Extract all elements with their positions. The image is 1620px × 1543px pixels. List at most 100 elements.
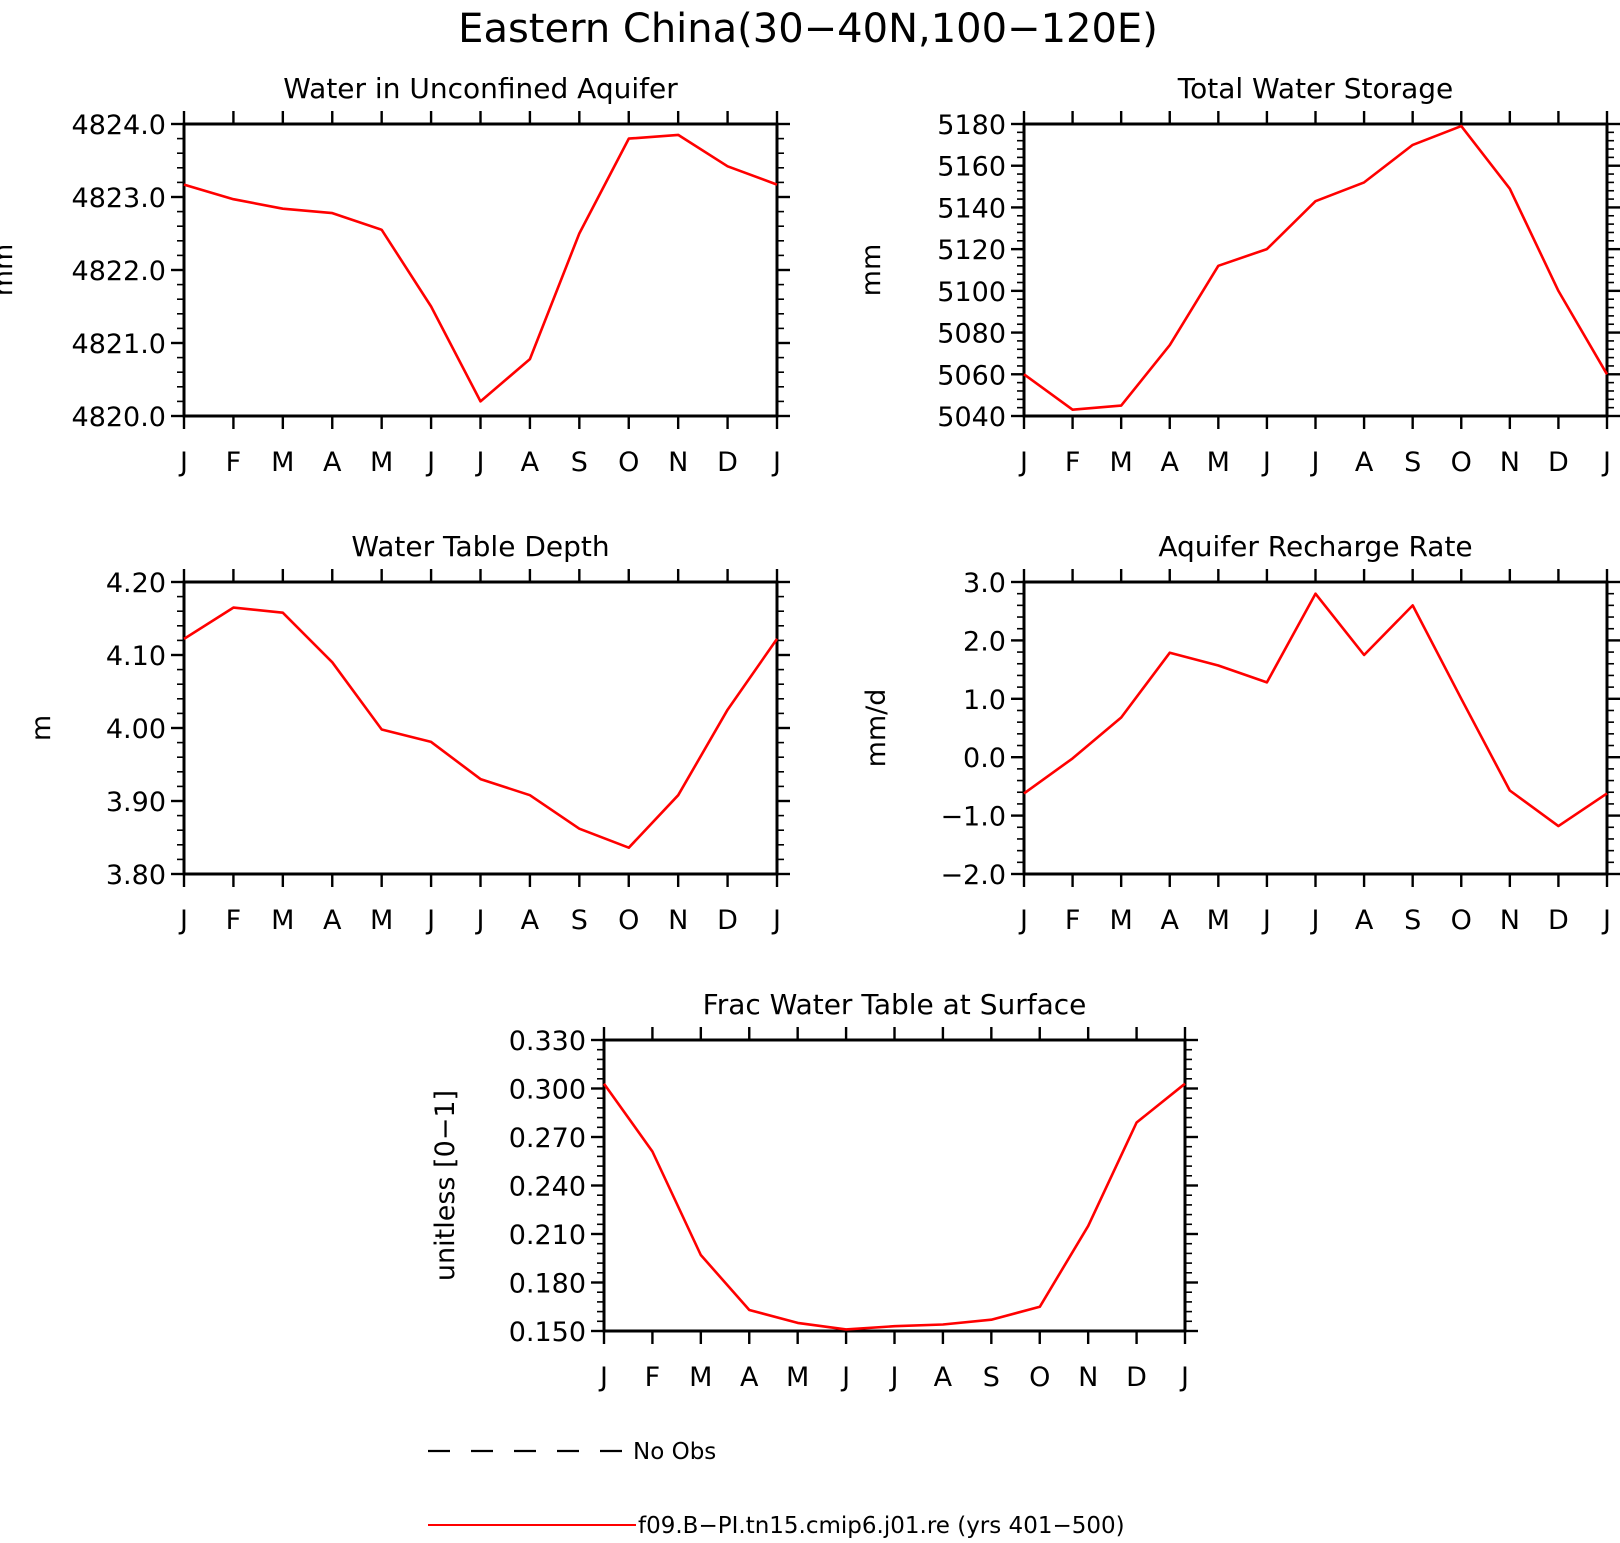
x-tick-label: F (1065, 905, 1081, 936)
x-tick-label: J (598, 1362, 608, 1393)
x-tick-label: J (1261, 447, 1271, 478)
y-tick-label: 3.80 (106, 860, 166, 891)
panel-title: Aquifer Recharge Rate (1158, 530, 1472, 563)
x-tick-label: N (1500, 447, 1520, 478)
y-tick-label: 4822.0 (72, 256, 166, 287)
y-tick-label: 3.0 (963, 568, 1006, 599)
x-tick-label: J (840, 1362, 850, 1393)
x-tick-label: J (1310, 905, 1320, 936)
x-tick-label: D (1126, 1362, 1147, 1393)
y-tick-label: 4821.0 (72, 329, 166, 360)
x-tick-label: O (618, 905, 639, 936)
y-tick-label: 0.330 (509, 1026, 586, 1057)
y-axis-label: unitless [0−1] (430, 1090, 461, 1281)
x-tick-label: F (226, 447, 242, 478)
y-tick-label: 5040 (937, 402, 1006, 433)
x-tick-label: J (1018, 905, 1028, 936)
x-tick-label: S (1404, 447, 1421, 478)
x-tick-label: J (1018, 447, 1028, 478)
x-tick-label: O (618, 447, 639, 478)
x-tick-label: A (1355, 905, 1374, 936)
x-tick-label: N (668, 447, 688, 478)
y-tick-label: 0.240 (509, 1172, 586, 1203)
x-tick-label: M (1207, 447, 1230, 478)
y-axis-label: m (26, 715, 57, 741)
x-tick-label: J (1601, 905, 1611, 936)
x-tick-label: J (178, 447, 188, 478)
panel-title: Total Water Storage (1177, 72, 1454, 105)
x-tick-label: A (1161, 447, 1180, 478)
x-tick-label: A (1355, 447, 1374, 478)
x-tick-label: M (370, 905, 393, 936)
x-tick-label: S (1404, 905, 1421, 936)
plot-frame (1022, 122, 1609, 418)
x-tick-label: N (1500, 905, 1520, 936)
y-tick-label: 5060 (937, 360, 1006, 391)
panel-title: Water in Unconfined Aquifer (283, 72, 678, 105)
x-tick-label: A (1161, 905, 1180, 936)
x-tick-label: O (1451, 447, 1472, 478)
x-tick-label: J (178, 905, 188, 936)
x-tick-label: M (271, 447, 294, 478)
x-tick-label: D (1548, 447, 1569, 478)
y-tick-label: 5140 (937, 193, 1006, 224)
y-tick-label: 4.10 (106, 641, 166, 672)
y-tick-label: 0.150 (509, 1317, 586, 1348)
y-tick-label: −2.0 (940, 860, 1006, 891)
y-tick-label: 0.300 (509, 1075, 586, 1106)
y-tick-label: 4.20 (106, 568, 166, 599)
y-tick-label: 5080 (937, 319, 1006, 350)
y-tick-label: 4820.0 (72, 402, 166, 433)
legend-model-label: f09.B−PI.tn15.cmip6.j01.re (yrs 401−500) (638, 1513, 1125, 1539)
x-tick-label: A (521, 447, 540, 478)
y-tick-label: 2.0 (963, 626, 1006, 657)
legend-obs-label: No Obs (633, 1439, 716, 1465)
x-tick-label: F (1065, 447, 1081, 478)
x-tick-label: J (771, 905, 781, 936)
y-axis-label: mm (856, 244, 887, 297)
x-tick-label: A (521, 905, 540, 936)
y-tick-label: 4.00 (106, 714, 166, 745)
x-tick-label: M (1207, 905, 1230, 936)
y-tick-label: 0.180 (509, 1269, 586, 1300)
y-tick-label: 1.0 (963, 685, 1006, 716)
x-tick-label: D (717, 905, 738, 936)
x-tick-label: M (689, 1362, 712, 1393)
y-axis-label: mm/d (861, 689, 892, 768)
series-line (183, 133, 778, 403)
x-tick-label: A (323, 447, 342, 478)
x-tick-label: F (226, 905, 242, 936)
x-tick-label: F (645, 1362, 661, 1393)
series-line (602, 1082, 1186, 1331)
panel-title: Frac Water Table at Surface (703, 988, 1087, 1021)
series-line (1023, 124, 1609, 412)
x-tick-label: J (425, 447, 435, 478)
x-tick-label: D (1548, 905, 1569, 936)
x-tick-label: M (1110, 447, 1133, 478)
x-tick-label: M (271, 905, 294, 936)
y-tick-label: 5160 (937, 152, 1006, 183)
x-tick-label: A (934, 1362, 953, 1393)
x-tick-label: N (668, 905, 688, 936)
series-line (183, 606, 779, 850)
y-axis-label: mm (0, 244, 19, 297)
x-tick-label: M (370, 447, 393, 478)
x-tick-label: D (717, 447, 738, 478)
x-tick-label: J (1601, 447, 1611, 478)
legend: No Obs f09.B−PI.tn15.cmip6.j01.re (yrs 4… (428, 1439, 1125, 1539)
plot-frame (182, 580, 779, 876)
x-tick-label: M (786, 1362, 809, 1393)
plot-frame (182, 122, 779, 418)
x-tick-label: J (889, 1362, 899, 1393)
x-tick-label: J (771, 447, 781, 478)
y-tick-label: 0.270 (509, 1123, 586, 1154)
y-tick-label: 5100 (937, 277, 1006, 308)
x-tick-label: S (571, 447, 588, 478)
panel-title: Water Table Depth (351, 530, 609, 563)
x-tick-label: N (1078, 1362, 1098, 1393)
